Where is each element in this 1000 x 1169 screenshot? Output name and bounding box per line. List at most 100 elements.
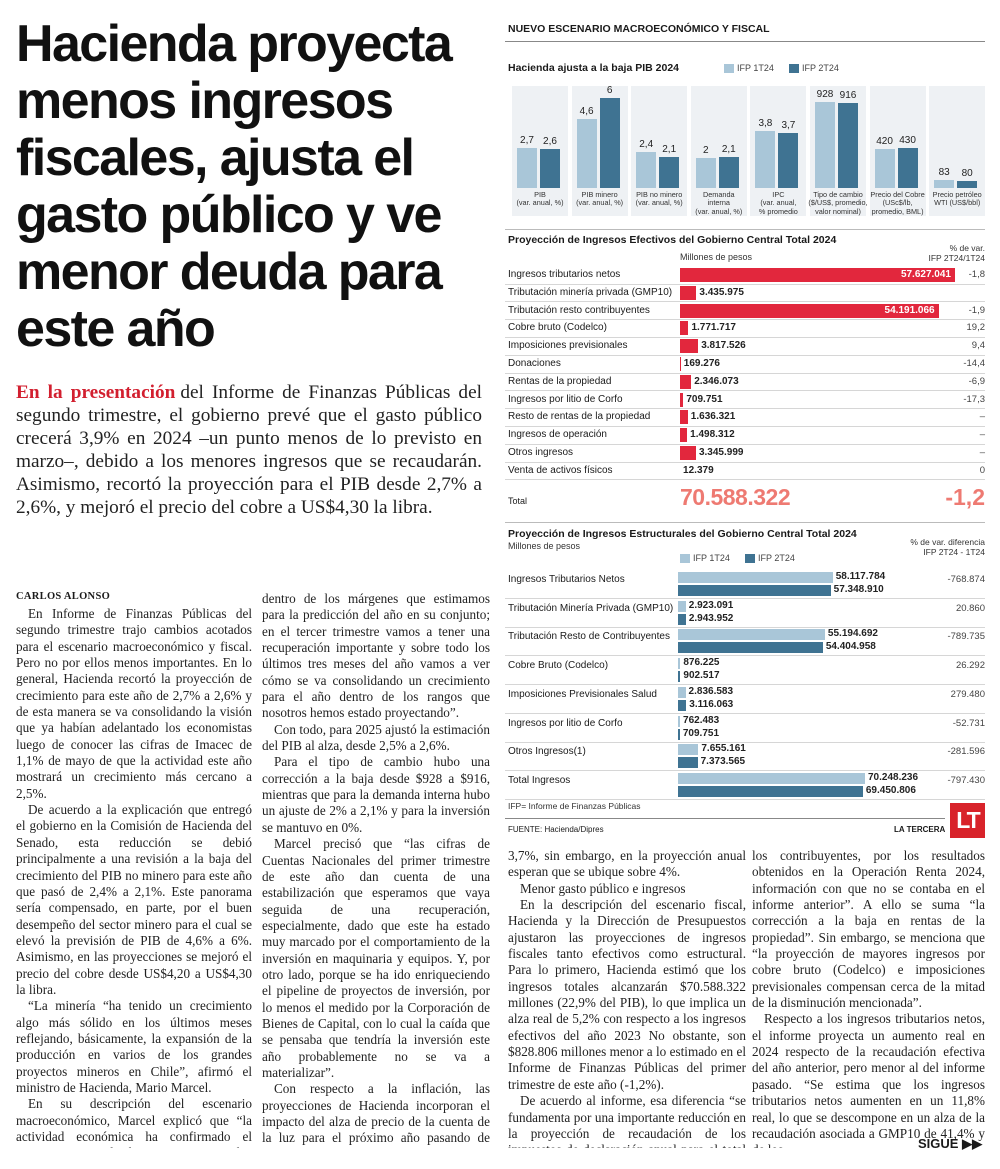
paragraph: los contribuyentes, por los resultados o… — [752, 848, 985, 1011]
row-rule — [505, 770, 985, 772]
row-rule — [505, 443, 985, 445]
bar — [755, 131, 776, 188]
paragraph: Con respecto a la inflación, las proyecc… — [262, 1081, 490, 1148]
row-label: Ingresos por litio de Corfo — [508, 393, 623, 405]
value-label: 2,7 — [520, 134, 534, 146]
bar — [680, 357, 681, 371]
bar — [680, 428, 688, 443]
row-rule — [505, 655, 985, 657]
value-label: 169.276 — [683, 358, 720, 369]
paragraph: 3,7%, sin embargo, en la proyección anua… — [508, 848, 746, 880]
bar — [680, 339, 699, 354]
row-label: Otros ingresos — [508, 447, 574, 458]
legend-swatch — [724, 64, 734, 73]
infographic-header: NUEVO ESCENARIO MACROECONÓMICO Y FISCAL — [508, 23, 770, 35]
source: FUENTE: Hacienda/Dipres — [508, 825, 604, 834]
value-label: 3.435.975 — [699, 286, 744, 298]
text-column: dentro de los márgenes que estimamos par… — [262, 591, 490, 1148]
row-label: Cobre Bruto (Codelco) — [508, 660, 609, 672]
paragraph: Respecto a los ingresos tributarios neto… — [752, 1011, 985, 1148]
change-value: 0 — [979, 464, 985, 476]
value-label: 2,1 — [721, 143, 736, 155]
value-label: 3,7 — [781, 119, 796, 131]
row-rule — [505, 461, 985, 463]
bar — [815, 101, 835, 188]
group-panel — [690, 86, 747, 216]
bar — [678, 658, 681, 670]
value-label: 6 — [606, 85, 613, 96]
bar — [678, 671, 681, 683]
bar — [576, 119, 597, 188]
paragraph: En la descripción del escenario fiscal, … — [508, 897, 746, 1092]
headline-line: menos ingresos — [16, 72, 394, 130]
legend-swatch — [680, 554, 690, 563]
change-value: 9,4 — [971, 340, 985, 352]
row-label: Cobre bruto (Codelco) — [508, 322, 607, 334]
change-value: 279.480 — [950, 688, 985, 700]
legend-label: IFP 1T24 — [693, 553, 730, 563]
change-value: -789.735 — [947, 631, 985, 643]
value-label: 430 — [899, 135, 916, 146]
value-label: 57.348.910 — [833, 584, 884, 595]
row-rule — [505, 741, 985, 743]
change-value: -768.874 — [947, 574, 985, 585]
change-value: -17,3 — [963, 393, 985, 405]
row-rule — [505, 319, 985, 321]
row-rule — [505, 712, 985, 714]
value-label: 902.517 — [683, 670, 720, 682]
value-label: 12.379 — [683, 464, 714, 476]
category-label: IPC (var. anual, % promedio — [758, 190, 798, 216]
category-label: PIB (var. anual, %) — [516, 190, 564, 208]
bar — [680, 303, 939, 318]
rule — [505, 41, 985, 42]
chart-title: Proyección de Ingresos Efectivos del Gob… — [508, 234, 837, 246]
bar — [540, 149, 560, 188]
text-column: En Informe de Finanzas Públicas del segu… — [16, 606, 252, 1148]
paragraph: dentro de los márgenes que estimamos par… — [262, 591, 490, 721]
bar — [678, 757, 698, 769]
value-label: 420 — [876, 135, 893, 147]
paragraph: De acuerdo a la explicación que entregó … — [16, 802, 252, 997]
row-label: Tributación resto contribuyentes — [508, 304, 650, 316]
bar — [678, 699, 687, 711]
change-value: -281.596 — [947, 746, 985, 758]
value-label: 2,1 — [662, 143, 677, 155]
legend-label: IFP 2T24 — [758, 553, 795, 563]
brand: LA TERCERA — [894, 825, 946, 834]
bar — [680, 268, 955, 282]
bar — [636, 152, 657, 188]
bar — [678, 785, 863, 797]
row-rule — [505, 372, 985, 374]
value-label: 54.191.066 — [884, 304, 935, 316]
paragraph: Menor gasto público e ingresos — [520, 880, 686, 896]
row-label: Donaciones — [508, 358, 561, 369]
bar — [678, 572, 833, 583]
row-label: Ingresos Tributarios Netos — [508, 574, 625, 585]
paragraph: Con todo, para 2025 ajustó la estimación… — [262, 721, 490, 754]
row-label: Imposiciones Previsionales Salud — [508, 688, 657, 700]
byline: CARLOS ALONSO — [16, 591, 111, 602]
bar — [897, 148, 918, 188]
bar — [934, 180, 955, 188]
value-label: 2.346.073 — [694, 375, 739, 387]
bar — [838, 102, 858, 188]
headline-line: gasto público y ve — [16, 186, 442, 244]
row-label: Ingresos tributarios netos — [508, 269, 621, 280]
group-panel — [631, 86, 688, 216]
value-label: 2.923.091 — [688, 599, 734, 611]
category-label: Demanda interna (var. anual, %) — [695, 190, 743, 216]
group-panel — [929, 86, 986, 216]
bar — [678, 686, 686, 698]
row-label: Rentas de la propiedad — [508, 375, 612, 387]
paragraph: De acuerdo al informe, esa diferencia “s… — [508, 1093, 746, 1148]
value-label: 70.248.236 — [868, 771, 919, 783]
headline-line: fiscales, ajusta el — [16, 129, 415, 187]
note: IFP= Informe de Finanzas Públicas — [508, 801, 641, 811]
value-label: 7.655.161 — [701, 743, 746, 755]
category-label: Precio del Cobre (USc$/lb, promedio, BML… — [870, 190, 925, 216]
value-label: 55.194.692 — [827, 628, 878, 640]
bar — [680, 392, 684, 407]
value-label: 2 — [703, 145, 709, 156]
row-label: Resto de rentas de la propiedad — [508, 411, 651, 423]
change-value: – — [979, 429, 985, 441]
